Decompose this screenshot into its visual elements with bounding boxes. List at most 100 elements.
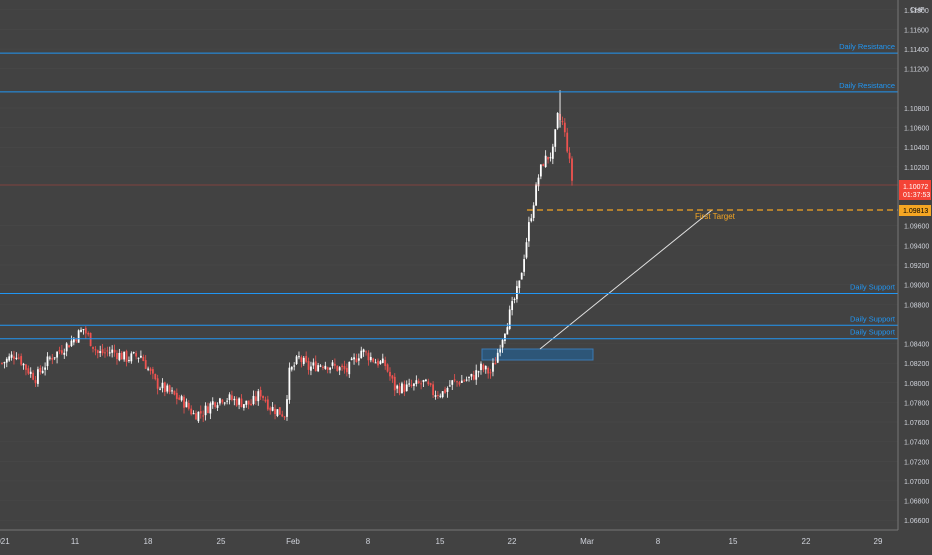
candle-body: [413, 383, 415, 386]
candle-body: [489, 372, 492, 374]
candle-body: [156, 378, 159, 389]
candle-body: [259, 390, 262, 397]
current-price-countdown: 01:37:53: [903, 192, 930, 199]
price-tick-label: 1.10200: [904, 165, 929, 172]
candle-body: [46, 356, 49, 367]
candle-body: [379, 361, 382, 364]
candle-body: [195, 413, 197, 420]
candle-body: [39, 367, 42, 373]
time-tick-label: 021: [0, 537, 10, 546]
candle-body: [539, 164, 542, 177]
candle-body: [381, 358, 384, 363]
candle-body: [345, 367, 348, 373]
candle-body: [118, 352, 121, 361]
candle-body: [310, 366, 312, 371]
candle-body: [298, 356, 300, 358]
target-price-value: 1.09813: [903, 208, 928, 215]
candle-body: [283, 416, 286, 418]
candle-body: [329, 367, 332, 370]
candle-body: [135, 353, 138, 357]
candle-body: [453, 379, 456, 381]
candle-body: [190, 408, 193, 415]
candle-body: [77, 330, 80, 343]
candle-body: [151, 369, 154, 374]
candle-body: [405, 384, 408, 391]
candle-body: [362, 349, 365, 353]
candle-body: [506, 327, 509, 335]
time-tick-label: Mar: [580, 537, 594, 546]
price-tick-label: 1.11200: [904, 67, 929, 74]
candle-body: [137, 357, 140, 359]
candle-body: [223, 402, 226, 404]
time-tick-label: Feb: [286, 537, 300, 546]
candle-body: [245, 400, 248, 405]
candle-body: [44, 367, 47, 370]
price-axis-ticks: 1.11800 1.11600 1.11400 1.11200 1.10800 1.106…: [904, 8, 929, 525]
candle-body: [192, 413, 195, 415]
candles: [1, 90, 573, 423]
candle-body: [436, 395, 439, 397]
candle-body: [250, 403, 252, 406]
candle-body: [365, 351, 367, 353]
candle-body: [353, 357, 355, 360]
candle-body: [448, 385, 451, 387]
price-tick-label: 1.10600: [904, 126, 929, 133]
candle-body: [348, 361, 351, 375]
candle-body: [65, 343, 68, 352]
candle-body: [104, 352, 106, 354]
candle-body: [108, 352, 111, 354]
candle-body: [542, 164, 545, 167]
candle-body: [269, 407, 272, 411]
grid-lines: [0, 9, 898, 521]
candle-body: [350, 358, 353, 361]
price-tick-label: 1.09400: [904, 243, 929, 250]
candle-body: [123, 351, 126, 360]
candle-body: [288, 367, 291, 400]
candle-body: [451, 380, 454, 385]
price-tick-label: 1.07200: [904, 459, 929, 466]
candle-body: [41, 370, 44, 374]
candle-body: [10, 354, 13, 358]
candle-body: [295, 356, 298, 364]
candle-body: [106, 350, 109, 352]
candle-body: [487, 367, 490, 374]
candle-body: [432, 384, 434, 396]
candle-body: [551, 146, 554, 159]
candle-body: [34, 380, 37, 384]
candle-body: [398, 386, 401, 394]
candle-body: [444, 389, 446, 393]
candle-body: [99, 351, 102, 354]
candle-body: [56, 351, 58, 358]
candle-body: [87, 332, 90, 335]
level-label: Daily Support: [850, 283, 896, 292]
candle-body: [84, 328, 87, 334]
time-axis-ticks: 021 11 18 25 Feb 8 15 22 Mar 8 15 22 29: [0, 537, 883, 546]
candle-body: [254, 396, 257, 401]
candle-body: [154, 373, 157, 380]
level-label: Daily Resistance: [839, 81, 895, 90]
candle-body: [293, 365, 296, 367]
candle-body: [266, 399, 269, 410]
candle-body: [333, 363, 336, 366]
candle-body: [70, 340, 73, 347]
candle-body: [276, 409, 279, 417]
candle-body: [549, 157, 552, 159]
time-axis: [0, 530, 932, 550]
candle-body: [128, 360, 130, 362]
candle-body: [271, 406, 274, 411]
candle-body: [511, 301, 514, 311]
candle-body: [417, 381, 420, 383]
candle-body: [17, 357, 20, 359]
candle-body: [492, 362, 494, 372]
candle-body: [322, 366, 324, 368]
price-tick-label: 1.06600: [904, 518, 929, 525]
price-tick-label: 1.06800: [904, 499, 929, 506]
candle-body: [520, 272, 523, 280]
candle-body: [281, 414, 284, 417]
candle-body: [372, 358, 375, 362]
candle-body: [537, 177, 540, 187]
candle-body: [420, 383, 423, 385]
candle-body: [144, 360, 147, 369]
